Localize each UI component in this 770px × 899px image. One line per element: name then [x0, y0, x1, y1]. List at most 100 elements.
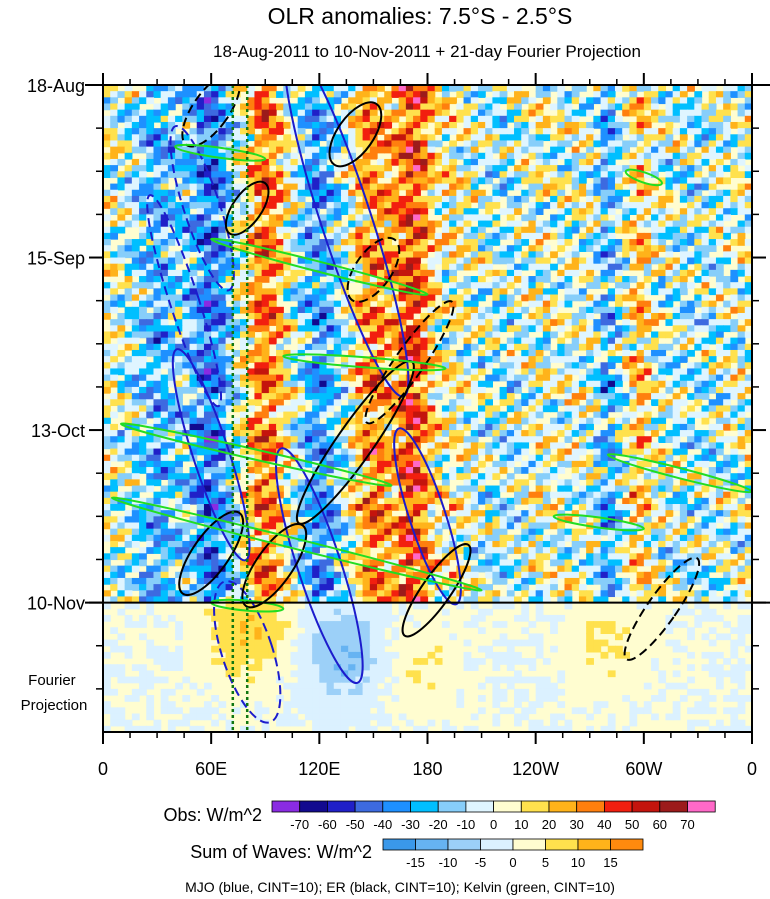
heatmap-cell [679, 411, 688, 419]
heatmap-cell [398, 454, 407, 462]
heatmap-cell [737, 306, 746, 314]
heatmap-cell [629, 202, 638, 209]
heatmap-cell [261, 128, 270, 135]
heatmap-cell [312, 232, 320, 240]
heatmap-cell [708, 448, 717, 456]
heatmap-cell [369, 325, 378, 333]
heatmap-cell [521, 325, 530, 333]
heatmap-cell [333, 276, 342, 283]
heatmap-cell [124, 263, 133, 271]
heatmap-cell [485, 195, 493, 203]
heatmap-cell [240, 202, 248, 209]
heatmap-cell [355, 91, 364, 98]
heatmap-cell [196, 263, 205, 271]
heatmap-cell [701, 312, 710, 320]
heatmap-cell [672, 306, 681, 314]
heatmap-cell [737, 220, 746, 228]
heatmap-cell [304, 436, 313, 443]
heatmap-cell [470, 140, 479, 148]
heatmap-cell [434, 467, 443, 474]
heatmap-cell [441, 245, 450, 252]
heatmap-cell [528, 300, 537, 308]
heatmap-cell [463, 171, 472, 179]
heatmap-cell [687, 473, 695, 480]
heatmap-cell [499, 165, 508, 172]
heatmap-cell [103, 239, 111, 246]
heatmap-cell [333, 448, 342, 456]
heatmap-cell [679, 183, 688, 191]
heatmap-cell [528, 171, 537, 179]
heatmap-cell [506, 152, 515, 160]
heatmap-cell [636, 97, 645, 105]
heatmap-cell [528, 257, 537, 265]
heatmap-cell [730, 473, 739, 480]
heatmap-cell [391, 128, 400, 135]
heatmap-cell [124, 115, 133, 123]
heatmap-cell [340, 337, 349, 345]
heatmap-cell [340, 146, 349, 154]
heatmap-cell [427, 103, 436, 111]
heatmap-cell [131, 202, 140, 209]
heatmap-cell [456, 349, 465, 357]
heatmap-cell [261, 226, 270, 234]
heatmap-cell [240, 349, 248, 357]
heatmap-cell [290, 140, 299, 148]
heatmap-cell [218, 245, 227, 252]
heatmap-cell [362, 325, 371, 333]
heatmap-cell [160, 226, 169, 234]
heatmap-cell [600, 189, 609, 197]
heatmap-cell [413, 386, 421, 394]
heatmap-cell [557, 226, 566, 234]
heatmap-cell [614, 312, 623, 320]
heatmap-cell [506, 399, 515, 407]
heatmap-cell [391, 269, 400, 277]
heatmap-cell [268, 300, 277, 308]
heatmap-cell [420, 251, 429, 259]
heatmap-cell [290, 331, 299, 339]
heatmap-cell [665, 183, 674, 191]
heatmap-cell [189, 423, 198, 431]
heatmap-cell [535, 220, 544, 228]
heatmap-cell [477, 288, 486, 296]
heatmap-cell [333, 232, 342, 240]
heatmap-cell [297, 239, 306, 246]
heatmap-cell [701, 393, 710, 400]
heatmap-cell [384, 374, 393, 382]
heatmap-cell [131, 417, 140, 425]
heatmap-cell [499, 448, 508, 456]
heatmap-cell [175, 300, 183, 308]
heatmap-cell [643, 356, 652, 363]
heatmap-cell [189, 165, 198, 172]
heatmap-cell [225, 177, 234, 185]
heatmap-cell [463, 368, 472, 376]
heatmap-cell [139, 312, 147, 320]
heatmap-cell [614, 356, 623, 363]
heatmap-cell [643, 134, 652, 142]
heatmap-cell [629, 331, 638, 339]
heatmap-cell [694, 232, 703, 240]
heatmap-cell [607, 473, 616, 480]
heatmap-cell [398, 109, 407, 117]
heatmap-cell [463, 325, 472, 333]
heatmap-cell [499, 152, 508, 160]
heatmap-cell [189, 325, 198, 333]
heatmap-cell [593, 300, 602, 308]
heatmap-cell [578, 393, 587, 400]
heatmap-cell [506, 312, 515, 320]
heatmap-cell [492, 306, 501, 314]
heatmap-cell [413, 276, 421, 283]
heatmap-cell [441, 121, 450, 129]
heatmap-cell [715, 325, 724, 333]
heatmap-cell [651, 128, 659, 135]
heatmap-cell [276, 362, 284, 370]
heatmap-cell [103, 251, 111, 259]
heatmap-cell [485, 411, 493, 419]
heatmap-cell [651, 423, 659, 431]
heatmap-cell [276, 276, 284, 283]
heatmap-cell [687, 208, 695, 215]
heatmap-cell [146, 177, 155, 185]
heatmap-cell [679, 442, 688, 450]
heatmap-cell [564, 343, 573, 351]
heatmap-cell [348, 152, 356, 160]
heatmap-cell [694, 300, 703, 308]
